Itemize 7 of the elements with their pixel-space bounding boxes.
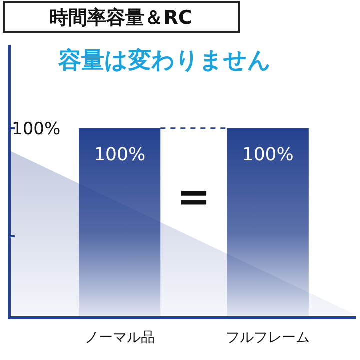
annotation: = bbox=[177, 174, 211, 220]
chart-title: 時間率容量＆RC bbox=[50, 7, 192, 29]
chart-subtitle: 容量は変わりません bbox=[58, 47, 272, 74]
x-tick-label: フルフレーム bbox=[226, 330, 310, 346]
data-label: 100% bbox=[94, 144, 146, 166]
data-label: 100% bbox=[242, 144, 294, 166]
x-tick-label: ノーマル品 bbox=[84, 330, 155, 346]
